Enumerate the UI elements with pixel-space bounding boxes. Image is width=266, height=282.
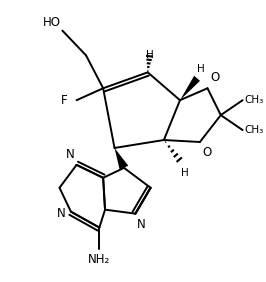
Text: O: O [203, 146, 212, 159]
Text: H: H [146, 50, 153, 60]
Text: H: H [181, 168, 189, 178]
Text: N: N [66, 148, 75, 161]
Text: N: N [56, 207, 65, 220]
Text: HO: HO [43, 16, 60, 28]
Text: H: H [197, 64, 205, 74]
Text: CH₃: CH₃ [244, 125, 264, 135]
Text: NH₂: NH₂ [88, 254, 110, 266]
Text: CH₃: CH₃ [244, 95, 264, 105]
Text: O: O [210, 71, 220, 84]
Polygon shape [115, 148, 128, 170]
Text: N: N [137, 218, 146, 231]
Text: F: F [60, 94, 67, 107]
Polygon shape [180, 76, 200, 100]
